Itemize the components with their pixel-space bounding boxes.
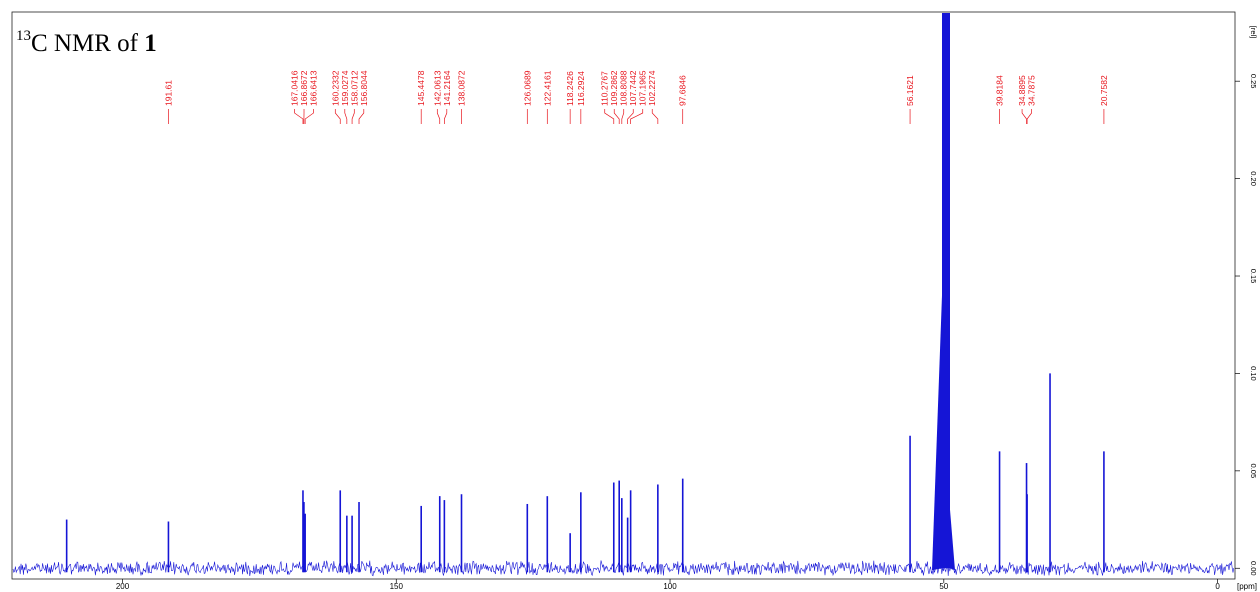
peak-label: 34.8895 [1017, 75, 1027, 106]
peak-label: 142.0613 [432, 70, 442, 106]
peak-annotation: 116.2924 [576, 71, 586, 124]
x-tick-label: 150 [390, 582, 404, 591]
peak-label: 126.0689 [522, 70, 532, 106]
x-tick-label: 200 [116, 582, 130, 591]
peak-label: 97.6846 [678, 75, 688, 106]
spectrum-trace [12, 13, 1235, 577]
peak-annotation: 118.2426 [565, 71, 575, 124]
peak-annotation: 108.8088 [619, 70, 629, 124]
peak-annotation: 142.0613 [432, 70, 442, 124]
peak-label: 191.61 [163, 80, 173, 106]
title-main: C NMR of [31, 30, 145, 57]
peak-annotation: 166.6413 [304, 70, 319, 124]
peak-annotation: 156.8044 [358, 70, 369, 124]
peak-connector [613, 109, 620, 124]
peak-annotation: 34.8895 [1017, 75, 1027, 124]
peak-annotation: 138.0872 [457, 70, 467, 124]
peak-connector [334, 109, 341, 124]
peak-label: 107.7442 [628, 70, 638, 106]
peak-annotation: 97.6846 [678, 75, 688, 124]
peak-connector [651, 109, 659, 124]
y-tick-label: 0.10 [1249, 366, 1258, 381]
y-axis-label: [rel] [1249, 26, 1258, 39]
solvent-shoulder [931, 295, 942, 571]
peak-label: 102.2274 [647, 70, 657, 106]
peak-label: 56.1621 [905, 75, 915, 106]
peak-annotation: 107.1965 [630, 70, 648, 124]
y-tick-label: 0.20 [1249, 171, 1258, 186]
y-tick-label: 0.05 [1249, 464, 1258, 479]
peak-label: 122.4161 [542, 70, 552, 106]
peak-label: 34.7875 [1027, 75, 1037, 106]
peak-label: 118.2426 [565, 71, 575, 106]
peak-label: 145.4478 [416, 70, 426, 106]
baseline-noise [12, 560, 1235, 577]
title-compound: 1 [144, 30, 157, 57]
y-tick-label: 0.15 [1249, 269, 1258, 284]
peak-annotation: 56.1621 [905, 75, 915, 124]
peak-connector [436, 109, 441, 124]
peak-label: 156.8044 [359, 70, 369, 106]
peak-annotation: 141.2164 [442, 70, 452, 124]
peak-label: 160.2332 [330, 70, 340, 106]
x-tick-label: 50 [939, 582, 948, 591]
peak-labels: 191.61 167.0416 166.8672 166.6413 160.2332 15… [163, 70, 1109, 124]
solvent-shoulder [949, 509, 955, 571]
peak-connector [1026, 109, 1032, 124]
peak-label: 159.0274 [340, 70, 350, 106]
peak-annotation: 167.0416 [290, 70, 304, 124]
peak-connector [621, 109, 625, 124]
chart-title: 13C NMR of 1 [16, 28, 157, 58]
peak-connector [304, 109, 314, 124]
peak-label: 141.2164 [442, 70, 452, 106]
peak-annotation: 191.61 [163, 80, 173, 124]
peak-annotation: 102.2274 [647, 70, 659, 124]
peak-label: 109.2862 [609, 70, 619, 106]
peak-connector [1021, 109, 1027, 124]
peak-connector [294, 109, 304, 124]
peak-connector [630, 109, 644, 124]
peak-annotation: 145.4478 [416, 70, 426, 124]
peak-annotation: 158.0712 [349, 70, 359, 124]
peak-label: 116.2924 [576, 71, 586, 106]
peak-annotation: 110.2767 [600, 71, 615, 124]
title-superscript: 13 [16, 28, 31, 44]
axes: 200 150 100 50 0 [ppm] 0.00 0.05 0.10 0.15 0.20 0.2… [116, 26, 1258, 591]
peak-connector [344, 109, 348, 124]
plot-frame [11, 11, 1236, 580]
peak-annotation: 126.0689 [522, 70, 532, 124]
peak-annotation: 122.4161 [542, 70, 552, 124]
peak-connector [627, 109, 634, 124]
solvent-peak [941, 13, 950, 569]
peak-label: 167.0416 [290, 70, 300, 106]
peak-label: 20.7582 [1099, 75, 1109, 106]
y-tick-label: 0.00 [1249, 561, 1258, 576]
peak-connector [351, 109, 355, 124]
y-tick-label: 0.25 [1249, 74, 1258, 89]
x-tick-label: 100 [663, 582, 677, 591]
peak-annotation: 160.2332 [330, 70, 341, 124]
peak-annotation: 34.7875 [1027, 75, 1037, 124]
peak-annotation: 166.8672 [299, 70, 309, 124]
peak-annotation: 39.8184 [995, 75, 1005, 124]
peak-annotation: 107.7442 [627, 70, 638, 124]
peak-annotation: 109.2862 [609, 70, 620, 124]
peak-label: 138.0872 [457, 70, 467, 106]
peak-annotation: 159.0274 [340, 70, 350, 124]
peak-label: 158.0712 [349, 70, 359, 106]
peak-connector [604, 109, 615, 124]
peak-label: 166.6413 [309, 70, 319, 106]
peak-annotation: 20.7582 [1099, 75, 1109, 124]
peak-label: 166.8672 [299, 70, 309, 106]
peak-connector [358, 109, 365, 124]
peak-label: 107.1965 [638, 70, 648, 106]
x-axis-label: [ppm] [1237, 582, 1257, 591]
peak-label: 39.8184 [995, 75, 1005, 106]
x-tick-label: 0 [1215, 582, 1220, 591]
peak-connector [444, 109, 448, 124]
peak-label: 108.8088 [619, 70, 629, 106]
peak-label: 110.2767 [600, 71, 610, 106]
